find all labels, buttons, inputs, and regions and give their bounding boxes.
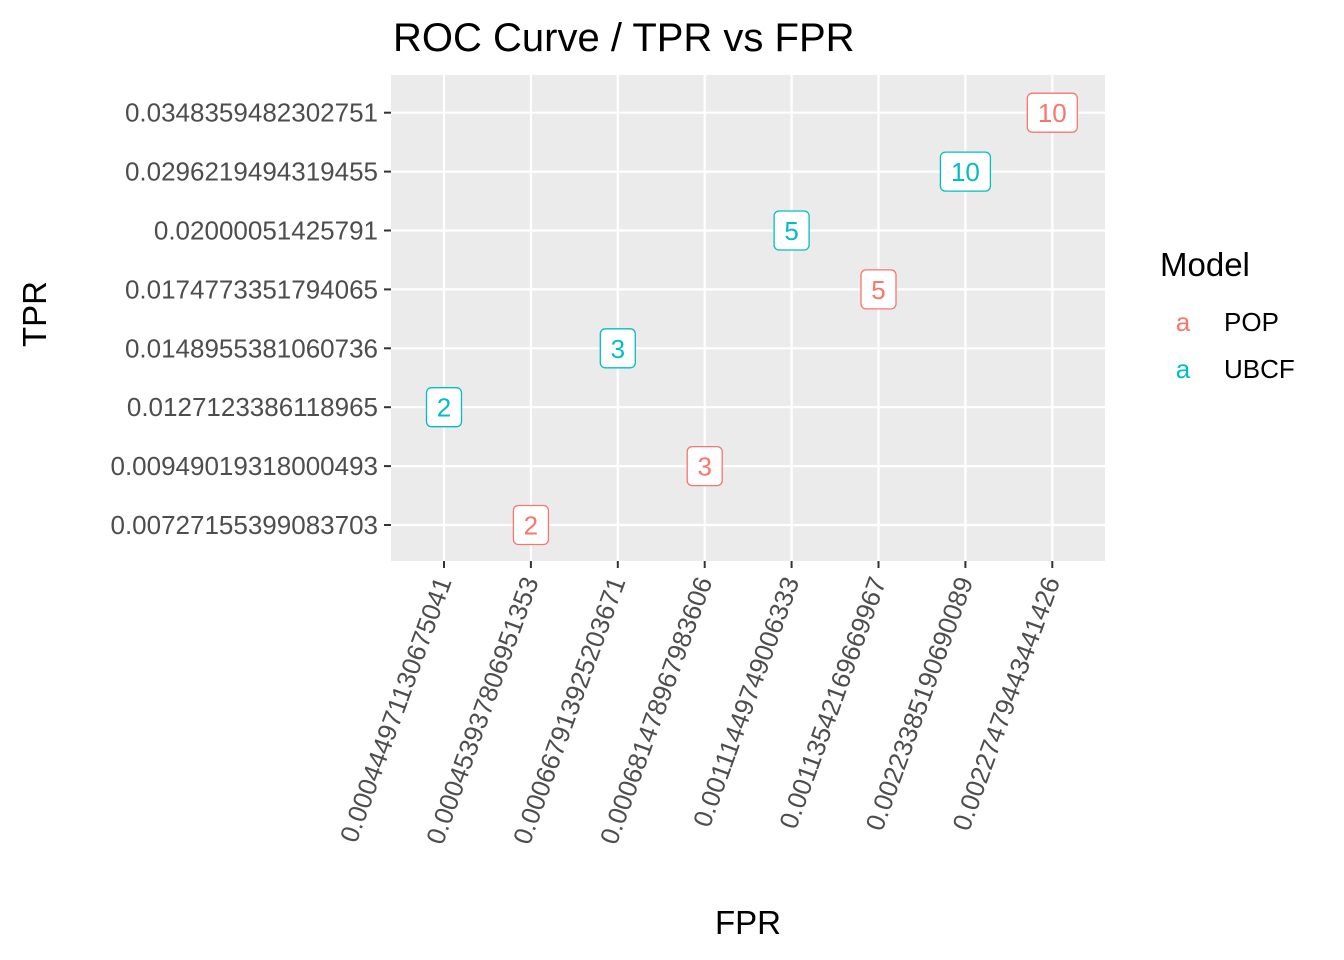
label-text: 5 <box>784 216 798 246</box>
legend-key: a <box>1176 307 1191 337</box>
data-labels: 2 3 5 10 2 3 5 10 <box>425 92 1078 546</box>
legend-item-pop: a POP <box>1176 307 1279 337</box>
label-text: 3 <box>611 334 625 364</box>
label-text: 5 <box>871 275 885 305</box>
y-axis: 0.00727155399083703 0.00949019318000493 0.… <box>110 98 391 540</box>
label-box <box>860 269 897 310</box>
y-tick-label: 0.0148955381060736 <box>125 333 378 363</box>
legend-label: UBCF <box>1224 354 1295 384</box>
legend-key: a <box>1176 354 1191 384</box>
point-label-pop: 3 <box>686 445 723 487</box>
x-axis: 0.0004449711306750410.000453937806951353… <box>334 561 1066 848</box>
y-axis-title: TPR <box>16 281 53 347</box>
plot-panel <box>391 75 1105 561</box>
y-tick-label: 0.0348359482302751 <box>125 98 378 128</box>
label-box <box>773 210 810 251</box>
x-axis-title: FPR <box>715 904 781 941</box>
label-text: 2 <box>524 511 538 541</box>
y-tick-label: 0.00949019318000493 <box>110 451 378 481</box>
point-label-ubcf: 10 <box>939 151 992 192</box>
legend-title: Model <box>1160 246 1250 283</box>
y-tick-label: 0.0127123386118965 <box>127 392 378 422</box>
label-text: 2 <box>437 393 451 423</box>
label-box <box>599 328 636 369</box>
y-tick-label: 0.00727155399083703 <box>110 510 378 540</box>
point-label-pop: 2 <box>512 504 550 546</box>
label-box <box>686 445 723 487</box>
point-label-pop: 5 <box>860 269 897 310</box>
y-tick-label: 0.0296219494319455 <box>125 157 378 187</box>
chart-title: ROC Curve / TPR vs FPR <box>393 16 855 60</box>
label-box <box>425 387 463 428</box>
point-label-ubcf: 5 <box>773 210 810 251</box>
point-label-ubcf: 2 <box>425 387 463 428</box>
label-text: 10 <box>951 157 980 187</box>
legend-label: POP <box>1224 307 1279 337</box>
label-text: 10 <box>1038 98 1067 128</box>
legend: Model a POP a UBCF <box>1160 246 1295 384</box>
label-box <box>1026 92 1078 133</box>
point-label-ubcf: 3 <box>599 328 636 369</box>
grid-lines <box>391 75 1105 561</box>
label-box <box>512 504 550 546</box>
y-tick-label: 0.02000051425791 <box>154 216 378 246</box>
y-tick-label: 0.0174773351794065 <box>125 274 378 304</box>
point-label-pop: 10 <box>1026 92 1078 133</box>
label-box <box>939 151 992 192</box>
label-text: 3 <box>697 452 711 482</box>
legend-item-ubcf: a UBCF <box>1176 354 1295 384</box>
legend-items: a POP a UBCF <box>1176 307 1295 384</box>
